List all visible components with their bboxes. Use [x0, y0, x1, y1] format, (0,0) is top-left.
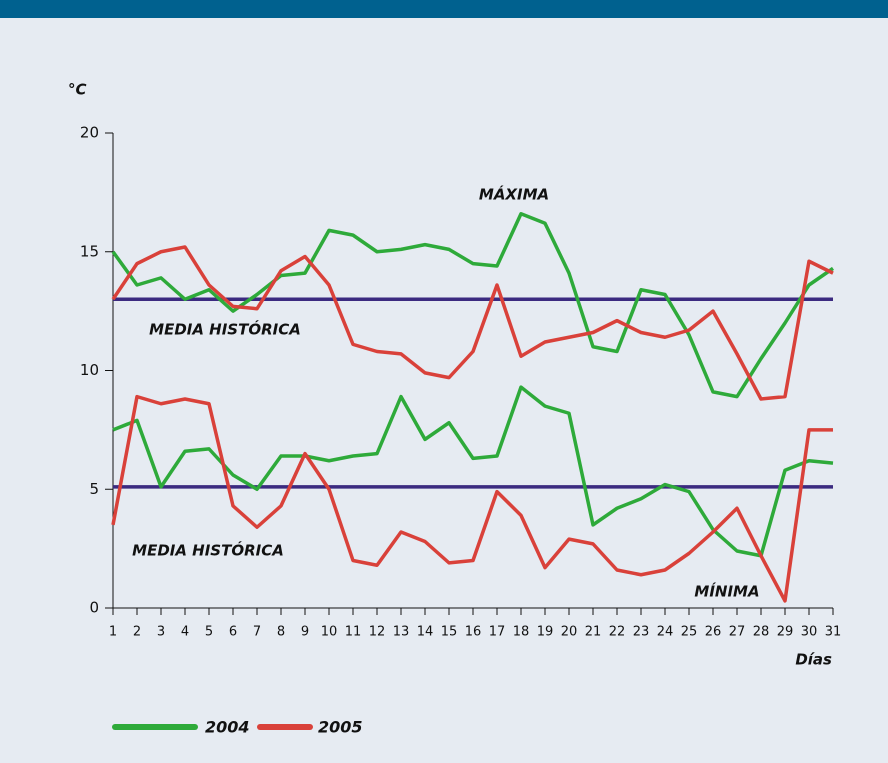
x-tick-label: 10	[321, 625, 338, 640]
legend-label: 2004	[205, 718, 250, 737]
x-tick-label: 31	[825, 625, 842, 640]
x-tick-label: 1	[109, 625, 117, 640]
legend-label: 2005	[318, 718, 363, 737]
x-tick-label: 13	[393, 625, 410, 640]
x-tick-label: 21	[585, 625, 602, 640]
x-tick-label: 19	[537, 625, 554, 640]
reference-label: MEDIA HISTÓRICA	[149, 320, 301, 339]
x-tick-label: 28	[753, 625, 770, 640]
x-tick-label: 5	[205, 625, 213, 640]
x-tick-label: 26	[705, 625, 722, 640]
x-tick-label: 9	[301, 625, 309, 640]
x-tick-label: 27	[729, 625, 746, 640]
x-tick-label: 17	[489, 625, 506, 640]
series-line	[111, 394, 833, 603]
y-tick-label: 5	[89, 480, 99, 498]
x-tick-label: 14	[417, 625, 434, 640]
x-tick-label: 24	[657, 625, 674, 640]
x-tick-label: 3	[157, 625, 165, 640]
x-tick-label: 2	[133, 625, 141, 640]
x-tick-label: 4	[181, 625, 189, 640]
x-tick-label: 8	[277, 625, 285, 640]
x-tick-label: 16	[465, 625, 482, 640]
x-tick-label: 29	[777, 625, 794, 640]
x-tick-label: 18	[513, 625, 530, 640]
y-axis-label: °C	[68, 81, 87, 99]
y-tick-label: 20	[80, 124, 99, 142]
reference-label: MEDIA HISTÓRICA	[132, 541, 284, 560]
group-label: MÍNIMA	[694, 582, 759, 601]
series-line	[111, 212, 834, 399]
y-tick-label: 0	[89, 599, 99, 617]
x-tick-label: 23	[633, 625, 650, 640]
x-axis-label: Días	[795, 651, 832, 669]
header-bar	[0, 0, 888, 18]
group-label: MÁXIMA	[479, 185, 549, 204]
x-tick-label: 22	[609, 625, 626, 640]
x-tick-label: 12	[369, 625, 386, 640]
x-tick-label: 15	[441, 625, 458, 640]
x-tick-label: 30	[801, 625, 818, 640]
x-tick-label: 6	[229, 625, 237, 640]
x-tick-label: 20	[561, 625, 578, 640]
series-line	[111, 245, 834, 401]
x-tick-label: 7	[253, 625, 261, 640]
y-tick-label: 10	[80, 361, 99, 379]
x-tick-label: 25	[681, 625, 698, 640]
x-tick-label: 11	[345, 625, 362, 640]
y-tick-label: 15	[80, 242, 99, 260]
